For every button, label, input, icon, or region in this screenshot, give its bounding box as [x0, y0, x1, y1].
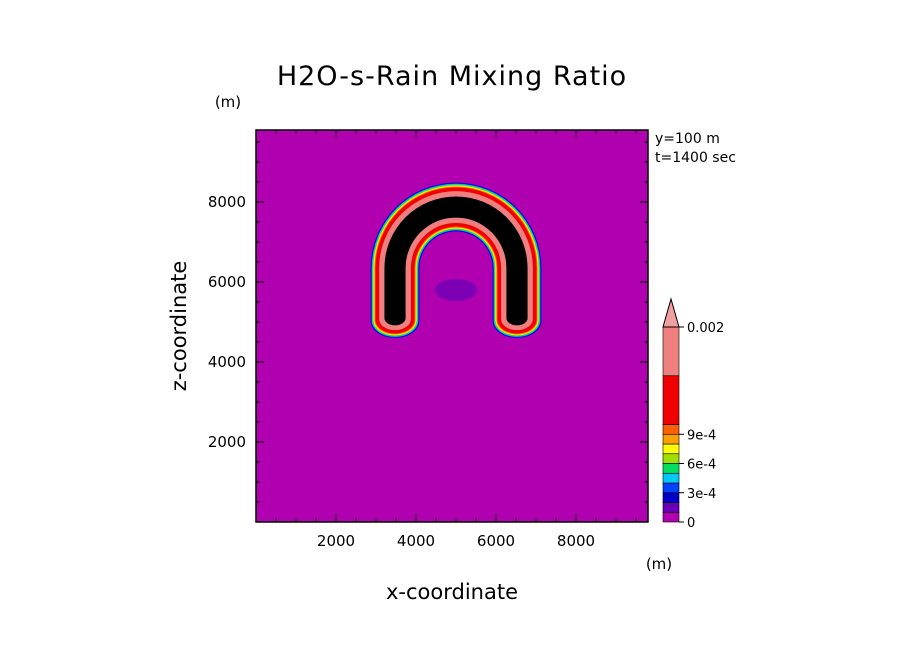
info-line-1: y=100 m — [655, 131, 720, 147]
y-axis-label: z-coordinate — [167, 261, 191, 392]
colorbar: 0 3e-4 6e-4 9e-4 0.002 — [662, 297, 724, 531]
colorbar-swatch — [662, 472, 680, 484]
x-axis-label: x-coordinate — [386, 580, 518, 604]
y-tick-label: 8000 — [208, 193, 246, 211]
contour-band — [384, 196, 528, 326]
colorbar-swatch — [662, 502, 680, 513]
colorbar-label: 0 — [687, 516, 695, 531]
colorbar-swatch — [662, 492, 680, 503]
colorbar-swatch — [662, 482, 680, 494]
colorbar-swatch — [662, 443, 680, 455]
x-tick-label: 8000 — [557, 532, 595, 550]
x-tick-label: 6000 — [477, 532, 515, 550]
plot-frame — [255, 129, 649, 523]
colorbar-swatch — [662, 433, 680, 445]
colorbar-swatch — [662, 326, 680, 377]
x-unit-label: (m) — [646, 555, 672, 573]
contour-fills — [370, 182, 542, 339]
info-line-2: t=1400 sec — [655, 150, 736, 166]
y-tick-label: 4000 — [208, 353, 246, 371]
colorbar-label: 9e-4 — [687, 428, 716, 443]
colorbar-label: 6e-4 — [687, 458, 716, 473]
y-tick-label: 6000 — [208, 273, 246, 291]
colorbar-label: 3e-4 — [687, 487, 716, 502]
plot-area: 2000 4000 6000 8000 2000 4000 6000 8000 — [208, 129, 649, 550]
axis-ticks: 2000 4000 6000 8000 2000 4000 6000 8000 — [208, 130, 648, 550]
colorbar-extend-arrow — [662, 297, 680, 328]
y-tick-label: 2000 — [208, 433, 246, 451]
colorbar-swatch — [662, 463, 680, 474]
y-unit-label: (m) — [215, 93, 241, 111]
colorbar-swatch — [662, 424, 680, 435]
x-tick-label: 4000 — [397, 532, 435, 550]
contour-band — [434, 279, 478, 301]
colorbar-swatch — [662, 511, 680, 523]
colorbar-swatch — [662, 453, 680, 464]
colorbar-label: 0.002 — [687, 321, 724, 336]
colorbar-swatch — [662, 375, 680, 425]
chart-title: H2O-s-Rain Mixing Ratio — [277, 61, 627, 92]
x-tick-label: 2000 — [317, 532, 355, 550]
